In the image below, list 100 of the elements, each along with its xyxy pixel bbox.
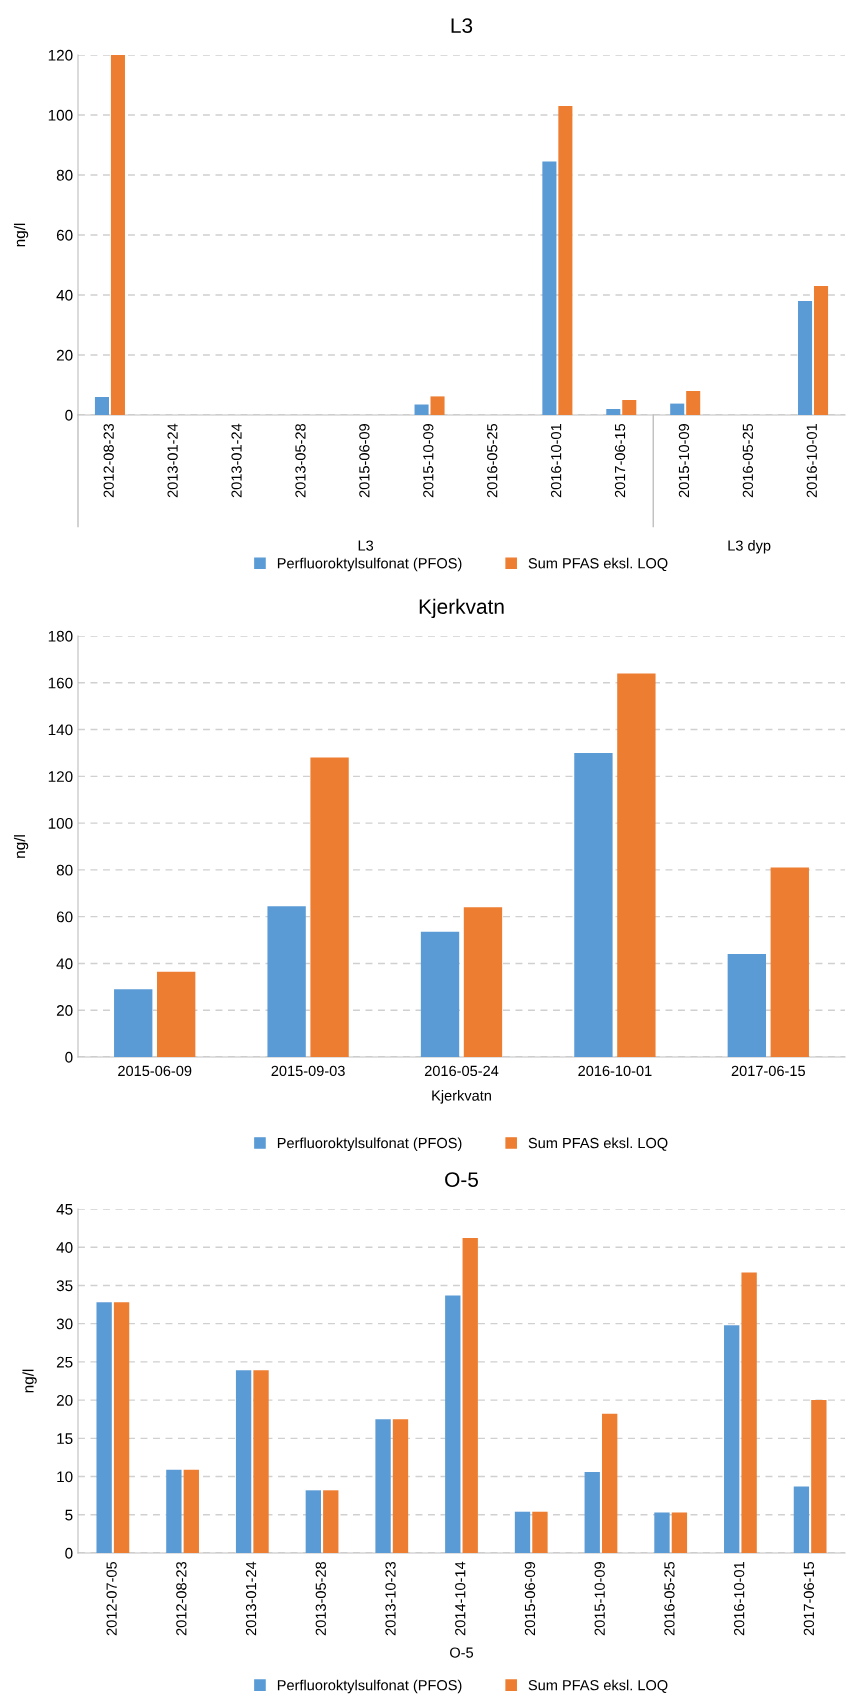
y-tick-label: 60 — [56, 229, 73, 241]
y-tick-label: 5 — [65, 1509, 73, 1521]
bar — [798, 301, 813, 415]
bar — [114, 989, 153, 1057]
bar — [532, 1511, 548, 1553]
legend-label: Sum PFAS eksl. LOQ — [528, 1679, 668, 1693]
legend-label: Perfluoroktylsulfonat (PFOS) — [277, 1679, 462, 1694]
chart-title: Kjerkvatn — [419, 598, 504, 619]
bar — [392, 1419, 409, 1553]
x-tick-label: 2013-10-23 — [385, 1561, 396, 1636]
bar — [514, 1511, 531, 1553]
bar — [462, 1238, 478, 1553]
y-tick-label: 45 — [56, 1204, 73, 1215]
chart-title: L3 — [451, 18, 473, 33]
y-tick-label: 100 — [48, 817, 73, 829]
bar — [671, 1512, 688, 1553]
text: L3 dyp — [728, 540, 771, 554]
x-tick-label: 2012-08-23 — [103, 423, 114, 498]
y-tick-label: 20 — [56, 349, 73, 361]
bar — [814, 286, 829, 415]
y-tick-label: 80 — [56, 169, 73, 181]
y-tick-label: 0 — [65, 1547, 73, 1559]
x-tick-label: 2016-10-01 — [734, 1562, 745, 1636]
x-tick-label: 2015-09-03 — [271, 1065, 345, 1077]
bar — [305, 1490, 321, 1553]
y-tick-label: 100 — [48, 109, 73, 121]
x-tick-label: 2015-06-09 — [524, 1562, 536, 1636]
x-tick-label: 2016-05-25 — [487, 423, 498, 498]
y-axis-title: ng/l — [22, 1369, 37, 1393]
bar — [375, 1419, 391, 1553]
bar — [414, 404, 429, 415]
bar — [606, 409, 621, 415]
legend-label: Sum PFAS eksl. LOQ — [528, 1137, 668, 1151]
x-tick-label: 2016-10-01 — [578, 1065, 652, 1077]
bar — [727, 954, 766, 1057]
bar — [113, 1302, 130, 1553]
y-tick-label: 120 — [48, 771, 73, 783]
y-tick-label: 30 — [56, 1318, 73, 1330]
x-tick-label: 2013-05-28 — [315, 1561, 326, 1636]
x-tick-label: 2016-05-24 — [424, 1065, 499, 1077]
legend-label: Sum PFAS eksl. LOQ — [528, 557, 668, 572]
bar — [770, 867, 809, 1057]
y-tick-label: 20 — [56, 1005, 73, 1016]
text: L3 — [358, 540, 374, 551]
x-tick-label: 2012-07-05 — [106, 1561, 117, 1636]
y-tick-label: 120 — [48, 49, 73, 61]
bar — [463, 907, 503, 1057]
x-tick-label: 2016-10-01 — [806, 424, 817, 498]
bar — [686, 391, 701, 415]
bar — [584, 1471, 600, 1553]
x-tick-label: 2015-10-09 — [678, 424, 690, 498]
bar — [420, 931, 460, 1057]
bar — [235, 1370, 252, 1553]
bar — [602, 1413, 618, 1553]
x-tick-label: 2015-10-09 — [423, 424, 434, 498]
bar — [96, 1302, 112, 1553]
bar — [166, 1469, 182, 1553]
y-tick-label: 40 — [56, 958, 73, 970]
x-tick-label: 2013-05-28 — [295, 423, 306, 498]
y-tick-label: 60 — [56, 911, 73, 923]
bar — [574, 752, 613, 1057]
bar — [724, 1325, 740, 1553]
x-tick-label: 2015-06-09 — [118, 1065, 192, 1077]
x-tick-label: 2016-10-01 — [550, 424, 562, 498]
x-axis-title: Kjerkvatn — [432, 1090, 491, 1104]
y-tick-label: 80 — [56, 864, 73, 876]
bar — [793, 1486, 810, 1553]
y-tick-label: 35 — [56, 1280, 73, 1292]
bar — [542, 161, 557, 415]
x-tick-label: 2015-06-09 — [359, 424, 370, 498]
y-tick-label: 40 — [56, 1242, 73, 1253]
bar — [157, 971, 196, 1057]
x-axis-title: O-5 — [450, 1647, 474, 1658]
x-tick-label: 2013-01-24 — [245, 1561, 257, 1636]
x-tick-label: 2017-06-15 — [614, 423, 626, 498]
x-tick-label: 2017-06-15 — [803, 1561, 815, 1636]
y-tick-label: 160 — [48, 677, 73, 689]
x-tick-label: 2017-06-15 — [731, 1065, 805, 1077]
legend-label: Perfluoroktylsulfonat (PFOS) — [277, 1137, 462, 1152]
bar — [183, 1469, 199, 1553]
bar — [110, 55, 125, 415]
y-tick-label: 0 — [65, 409, 73, 421]
x-tick-label: 2015-10-09 — [594, 1562, 605, 1636]
y-tick-label: 40 — [56, 289, 73, 301]
y-tick-label: 0 — [65, 1051, 73, 1063]
y-axis-title: ng/l — [13, 223, 29, 247]
y-tick-label: 15 — [57, 1433, 73, 1445]
y-tick-label: 140 — [48, 724, 73, 736]
bar — [323, 1490, 339, 1553]
bar — [558, 106, 573, 415]
bar — [654, 1512, 670, 1553]
y-tick-label: 10 — [57, 1471, 73, 1483]
chart-title: O-5 — [445, 1172, 478, 1187]
legend-label: Perfluoroktylsulfonat (PFOS) — [277, 557, 462, 572]
bar — [430, 396, 445, 415]
bar — [445, 1295, 461, 1553]
bar — [253, 1370, 269, 1553]
bar — [267, 906, 306, 1057]
bar — [617, 673, 656, 1057]
x-tick-label: 2012-08-23 — [176, 1561, 187, 1636]
